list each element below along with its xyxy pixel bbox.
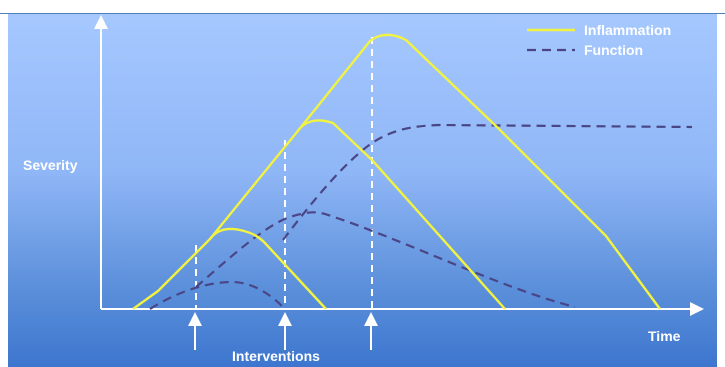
inflammation-curve-main: [132, 33, 661, 310]
interventions-label: Interventions: [232, 348, 320, 364]
inflammation-curve-1: [209, 227, 327, 310]
function-curve-3: [282, 123, 693, 241]
inflammation-curve-2: [296, 119, 506, 310]
top-divider: [0, 0, 725, 14]
legend-label-function: Function: [584, 42, 644, 58]
function-curve-1: [149, 280, 284, 310]
x-axis-label: Time: [648, 328, 681, 344]
legend-label-inflammation: Inflammation: [584, 22, 672, 38]
y-axis-label: Severity: [23, 157, 78, 173]
function-curve-2: [195, 211, 576, 309]
